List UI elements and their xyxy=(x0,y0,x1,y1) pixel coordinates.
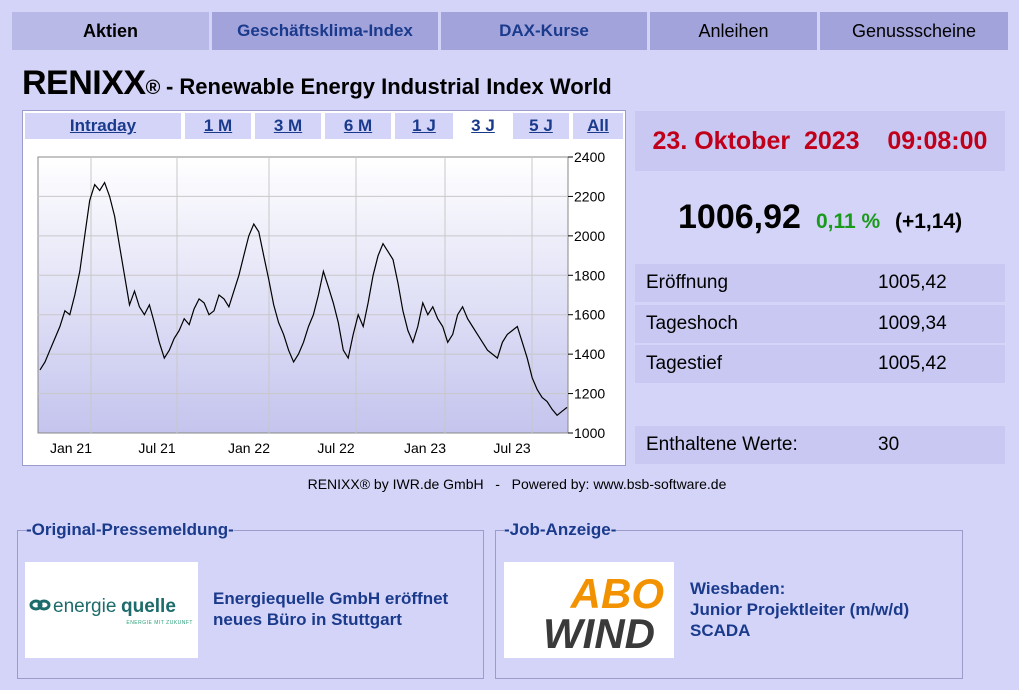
range-3m[interactable]: 3 M xyxy=(255,113,321,139)
tab-anleihen[interactable]: Anleihen xyxy=(650,12,817,50)
x-tick-label: Jan 22 xyxy=(228,440,270,456)
y-tick-label: 2000 xyxy=(574,228,605,244)
range-all[interactable]: All xyxy=(573,113,623,139)
y-tick-label: 1000 xyxy=(574,425,605,441)
stat-row-enthaltene-werte: Enthaltene Werte: 30 xyxy=(635,426,1005,464)
change-absolute: (+1,14) xyxy=(895,210,963,233)
tab-genussscheine[interactable]: Genussscheine xyxy=(820,12,1008,50)
range-6m[interactable]: 6 M xyxy=(325,113,391,139)
stat-value: 1005,42 xyxy=(867,264,1005,302)
logo-word-wind: WIND xyxy=(543,610,655,657)
abo-wind-logo[interactable]: ABO WIND xyxy=(504,562,674,658)
series-line xyxy=(39,181,568,417)
x-tick-label: Jan 23 xyxy=(404,440,446,456)
x-tick-label: Jan 21 xyxy=(50,440,92,456)
stat-row-tagestief: Tagestief 1005,42 xyxy=(635,345,1005,383)
press-release-legend: -Original-Pressemeldung- xyxy=(26,520,234,539)
range-selector: Intraday 1 M 3 M 6 M 1 J 3 J 5 J All xyxy=(23,111,625,141)
range-3j[interactable]: 3 J xyxy=(457,113,509,139)
page-title: RENIXX® - Renewable Energy Industrial In… xyxy=(22,64,612,103)
abo-wind-logo-icon: ABO WIND xyxy=(543,570,664,657)
chart-panel: Intraday 1 M 3 M 6 M 1 J 3 J 5 J All 100… xyxy=(22,110,626,466)
stat-value: 1009,34 xyxy=(867,305,1005,343)
registered-mark: ® xyxy=(145,77,161,99)
index-name: RENIXX xyxy=(22,64,146,102)
y-tick-label: 1200 xyxy=(574,386,605,402)
stat-value: 30 xyxy=(867,426,1005,464)
job-ad-link[interactable]: Wiesbaden: Junior Projektleiter (m/w/d) … xyxy=(690,578,960,641)
chart-grid xyxy=(38,157,568,433)
press-headline-link[interactable]: Energiequelle GmbH eröffnet neues Büro i… xyxy=(213,589,449,629)
range-1j[interactable]: 1 J xyxy=(395,113,453,139)
press-release-box: -Original-Pressemeldung- xyxy=(17,520,484,679)
stat-value: 1005,42 xyxy=(867,345,1005,383)
x-tick-label: Jul 22 xyxy=(317,440,355,456)
stat-row-tageshoch: Tageshoch 1009,34 xyxy=(635,305,1005,343)
stat-label: Tageshoch xyxy=(635,305,874,343)
y-tick-label: 1600 xyxy=(574,307,605,323)
tab-aktien[interactable]: Aktien xyxy=(12,12,209,50)
tab-dax-kurse[interactable]: DAX-Kurse xyxy=(441,12,647,50)
range-intraday[interactable]: Intraday xyxy=(25,113,181,139)
range-5j[interactable]: 5 J xyxy=(513,113,569,139)
energiequelle-logo[interactable]: energie quelle ENERGIE MIT ZUKUNFT xyxy=(25,562,198,658)
quote-datetime: 23. Oktober 2023 09:08:00 xyxy=(635,111,1005,171)
x-axis-ticks: Jan 21 Jul 21 Jan 22 Jul 22 Jan 23 Jul 23 xyxy=(50,440,531,456)
change-percent: 0,11 % xyxy=(816,210,881,233)
index-subtitle: - Renewable Energy Industrial Index Worl… xyxy=(159,74,612,99)
logo-word-energie: energie xyxy=(53,596,116,617)
top-nav: Aktien Geschäftsklima-Index DAX-Kurse An… xyxy=(12,12,1008,50)
job-title: Junior Projektleiter (m/w/d) xyxy=(690,600,910,619)
logo-word-abo: ABO xyxy=(570,570,664,617)
chart-credit: RENIXX® by IWR.de GmbH - Powered by: www… xyxy=(307,476,727,492)
job-ad-legend: -Job-Anzeige- xyxy=(504,520,617,539)
logo-tagline: ENERGIE MIT ZUKUNFT xyxy=(126,620,193,626)
job-location: Wiesbaden: xyxy=(690,579,786,598)
logo-word-quelle: quelle xyxy=(121,596,176,617)
y-tick-label: 1800 xyxy=(574,267,605,283)
range-1m[interactable]: 1 M xyxy=(185,113,251,139)
job-department: SCADA xyxy=(690,621,751,640)
energiequelle-logo-icon: energie quelle ENERGIE MIT ZUKUNFT xyxy=(29,596,193,626)
quote-summary: 1006,92 0,11 % (+1,14) xyxy=(635,196,1005,240)
tab-geschaeftsklima-index[interactable]: Geschäftsklima-Index xyxy=(212,12,438,50)
x-tick-label: Jul 21 xyxy=(138,440,176,456)
y-tick-label: 2400 xyxy=(574,149,605,165)
stat-label: Enthaltene Werte: xyxy=(635,426,874,464)
plot-area xyxy=(37,156,569,434)
stat-row-eroeffnung: Eröffnung 1005,42 xyxy=(635,264,1005,302)
x-tick-label: Jul 23 xyxy=(493,440,531,456)
index-value: 1006,92 xyxy=(678,198,801,236)
y-tick-label: 1400 xyxy=(574,346,605,362)
y-tick-label: 2200 xyxy=(574,188,605,204)
stat-label: Eröffnung xyxy=(635,264,874,302)
stat-label: Tagestief xyxy=(635,345,874,383)
job-ad-box: -Job-Anzeige- xyxy=(495,520,963,679)
y-axis-ticks: 1000 1200 1400 1600 1800 2000 2200 2400 xyxy=(568,149,605,441)
